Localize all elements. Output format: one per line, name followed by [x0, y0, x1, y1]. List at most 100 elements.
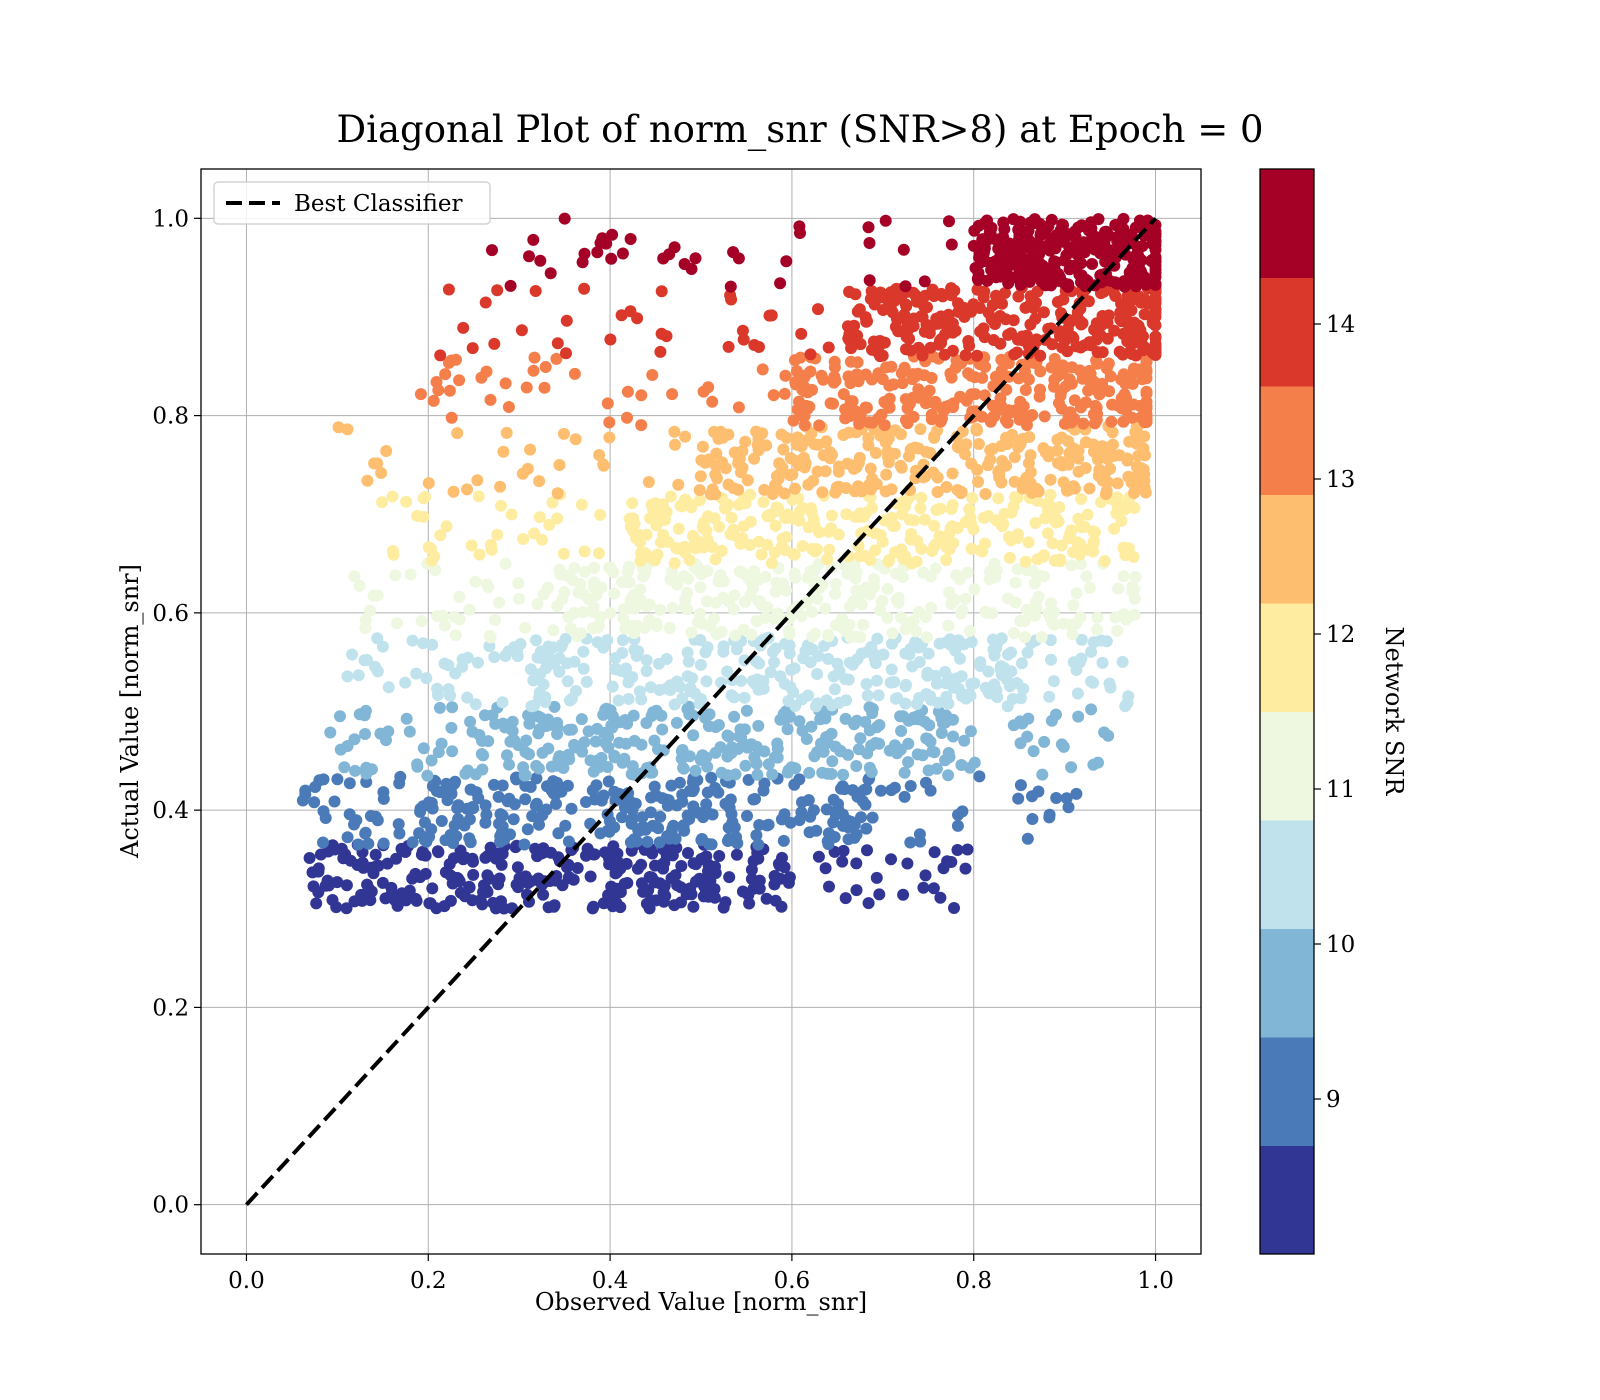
scatter-point [512, 881, 524, 894]
scatter-point [478, 709, 491, 722]
scatter-point [626, 497, 639, 510]
scatter-point [655, 285, 668, 298]
scatter-point [820, 803, 833, 816]
scatter-point [928, 290, 940, 302]
scatter-point [965, 542, 978, 555]
scatter-point [987, 334, 1000, 346]
scatter-point [956, 604, 969, 617]
scatter-point [786, 468, 799, 481]
scatter-point [584, 870, 597, 883]
scatter-point [725, 511, 738, 524]
scatter-point [854, 408, 867, 421]
scatter-point [1138, 430, 1151, 443]
scatter-point [659, 890, 672, 902]
scatter-point [591, 621, 604, 634]
scatter-point [892, 596, 905, 609]
scatter-point [1082, 384, 1095, 397]
scatter-point [735, 731, 748, 744]
scatter-point [497, 717, 510, 730]
scatter-point [603, 561, 616, 574]
scatter-point [403, 725, 416, 738]
scatter-point [1115, 373, 1128, 386]
scatter-point [442, 683, 455, 696]
scatter-point [1099, 488, 1112, 501]
scatter-point [650, 519, 663, 532]
scatter-point [335, 842, 348, 855]
scatter-point [393, 827, 406, 840]
scatter-point [822, 341, 835, 354]
scatter-point [439, 368, 452, 381]
scatter-point [700, 524, 713, 537]
scatter-point [701, 533, 714, 546]
scatter-point [920, 631, 933, 644]
scatter-point [377, 837, 390, 850]
scatter-point [881, 582, 894, 595]
scatter-point [1107, 438, 1119, 451]
scatter-point [1149, 319, 1162, 332]
scatter-point [708, 612, 720, 625]
scatter-point [1100, 362, 1113, 375]
scatter-point [648, 876, 661, 889]
scatter-point [1032, 261, 1045, 274]
scatter-point [1117, 415, 1130, 428]
scatter-point [553, 459, 566, 471]
scatter-point [1037, 442, 1050, 455]
scatter-point [1017, 432, 1029, 445]
scatter-point [469, 575, 482, 588]
scatter-point [827, 376, 840, 389]
scatter-point [661, 682, 673, 695]
scatter-point [1101, 316, 1114, 329]
scatter-point [915, 310, 928, 323]
scatter-point [1006, 405, 1018, 418]
scatter-point [902, 737, 915, 750]
scatter-point [1106, 426, 1119, 439]
scatter-point [945, 596, 958, 609]
x-tick-label: 1.0 [1137, 1268, 1174, 1294]
scatter-point [608, 587, 621, 600]
scatter-point [979, 360, 992, 373]
scatter-point [523, 250, 535, 263]
scatter-point [862, 432, 875, 445]
scatter-point [850, 857, 863, 870]
scatter-point [951, 672, 964, 685]
scatter-point [660, 793, 673, 806]
scatter-point [901, 402, 914, 415]
scatter-point [904, 780, 917, 792]
scatter-point [671, 675, 683, 688]
scatter-point [827, 670, 840, 683]
scatter-point [1032, 590, 1045, 603]
scatter-point [390, 852, 403, 865]
scatter-point [681, 670, 694, 683]
scatter-point [774, 670, 787, 683]
scatter-point [979, 488, 992, 500]
scatter-point [1022, 536, 1035, 549]
scatter-point [866, 501, 879, 514]
scatter-point [732, 401, 745, 414]
scatter-point [376, 496, 388, 509]
scatter-point [784, 680, 797, 693]
scatter-point [1116, 299, 1129, 312]
scatter-point [788, 662, 801, 675]
scatter-point [589, 735, 602, 748]
scatter-point [328, 795, 341, 808]
scatter-point [945, 282, 958, 295]
scatter-point [631, 312, 644, 325]
scatter-point [1149, 250, 1162, 263]
scatter-point [986, 399, 999, 412]
scatter-point [1044, 488, 1057, 501]
scatter-point [837, 388, 850, 401]
scatter-point [870, 674, 883, 687]
scatter-point [621, 411, 633, 424]
scatter-point [606, 228, 619, 241]
scatter-point [822, 838, 835, 851]
scatter-point [937, 717, 949, 730]
legend-box [213, 181, 491, 225]
scatter-point [501, 749, 513, 762]
scatter-point [918, 325, 931, 338]
scatter-point [608, 785, 621, 798]
scatter-point [519, 746, 532, 758]
scatter-point [724, 280, 737, 293]
scatter-point [594, 610, 606, 623]
scatter-point [947, 681, 960, 694]
scatter-point [496, 696, 509, 709]
